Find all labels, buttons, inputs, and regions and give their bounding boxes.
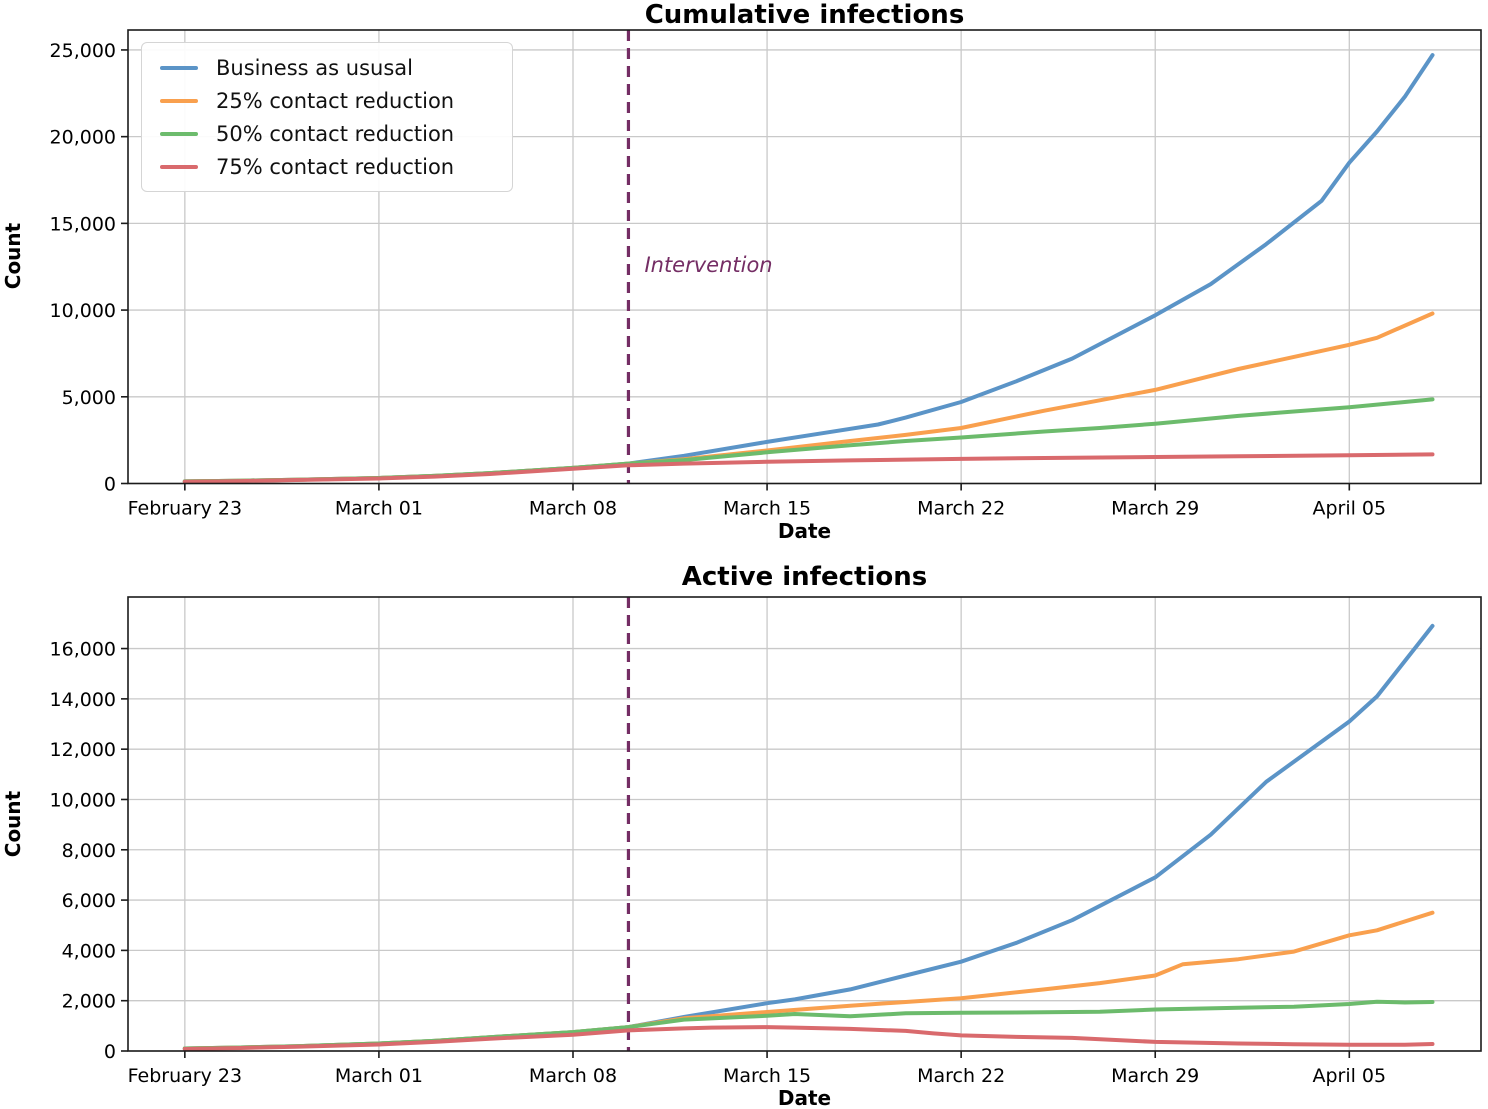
- chart-title-cumulative: Cumulative infections: [644, 0, 965, 30]
- y-tick-label: 5,000: [62, 387, 116, 409]
- series-line-75-contact-reduction: [182, 1025, 1435, 1051]
- x-tick-label: March 08: [529, 498, 617, 520]
- y-tick-label: 10,000: [50, 300, 116, 322]
- series-line-75-contact-reduction: [182, 452, 1435, 484]
- series-line-50-contact-reduction: [182, 397, 1435, 484]
- legend-item: 25% contact reduction: [152, 84, 502, 117]
- y-tick-label: 10,000: [50, 789, 116, 811]
- x-axis-label-cumulative: Date: [777, 519, 832, 543]
- y-tick-label: 0: [104, 1041, 116, 1063]
- x-tick-label: March 15: [723, 498, 811, 520]
- x-tick-label: March 01: [335, 498, 423, 520]
- x-tick-label: April 05: [1312, 1065, 1386, 1087]
- legend-label: 50% contact reduction: [216, 121, 455, 146]
- x-tick-label: March 22: [917, 1065, 1005, 1087]
- y-tick-label: 2,000: [62, 991, 116, 1013]
- y-tick-label: 14,000: [50, 689, 116, 711]
- intervention-annotation: Intervention: [644, 253, 772, 277]
- plot-border: [127, 29, 1482, 485]
- legend-item: 75% contact reduction: [152, 150, 502, 183]
- plot-border: [127, 596, 1482, 1052]
- legend-label: Business as ususal: [216, 55, 413, 80]
- y-tick-label: 25,000: [50, 40, 116, 62]
- x-axis-label-active: Date: [777, 1086, 832, 1109]
- legend-item: 50% contact reduction: [152, 117, 502, 150]
- x-tick-label: April 05: [1312, 498, 1386, 520]
- y-tick-label: 15,000: [50, 213, 116, 235]
- y-tick-label: 20,000: [50, 127, 116, 149]
- x-tick-label: March 29: [1111, 498, 1199, 520]
- legend-item: Business as ususal: [152, 51, 502, 84]
- legend-swatch: [160, 65, 198, 70]
- legend-label: 75% contact reduction: [216, 154, 455, 179]
- y-tick-label: 6,000: [62, 890, 116, 912]
- y-axis-label-cumulative: Count: [1, 222, 25, 290]
- x-tick-label: February 23: [128, 1065, 242, 1087]
- y-axis-label-active: Count: [1, 790, 25, 858]
- x-tick-label: March 08: [529, 1065, 617, 1087]
- legend-swatch: [160, 164, 198, 169]
- x-tick-label: March 22: [917, 498, 1005, 520]
- legend-label: 25% contact reduction: [216, 88, 455, 113]
- y-tick-label: 4,000: [62, 940, 116, 962]
- legend: Business as ususal 25% contact reduction 5…: [141, 42, 513, 192]
- y-tick-label: 0: [104, 474, 116, 496]
- legend-swatch: [160, 98, 198, 103]
- chart-title-active: Active infections: [681, 562, 928, 592]
- series-line-business-as-ususal: [182, 623, 1435, 1051]
- y-tick-label: 8,000: [62, 840, 116, 862]
- x-tick-label: March 15: [723, 1065, 811, 1087]
- x-tick-label: February 23: [128, 498, 242, 520]
- y-tick-label: 12,000: [50, 739, 116, 761]
- y-tick-label: 16,000: [50, 639, 116, 661]
- x-tick-label: March 01: [335, 1065, 423, 1087]
- x-tick-label: March 29: [1111, 1065, 1199, 1087]
- legend-swatch: [160, 131, 198, 136]
